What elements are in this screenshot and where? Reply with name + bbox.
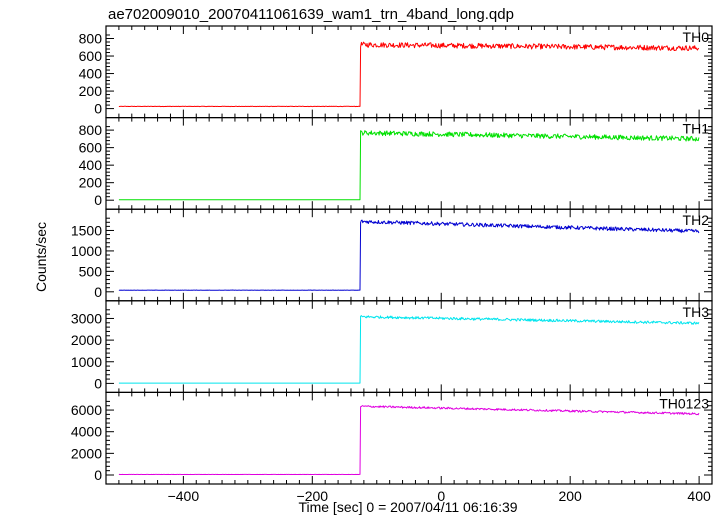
y-tick-label: 0 bbox=[94, 101, 102, 117]
panel-frame bbox=[105, 25, 713, 119]
y-tick-label: 200 bbox=[79, 83, 103, 99]
y-tick-label: 1000 bbox=[71, 354, 102, 370]
panels-group: TH00200400600800TH10200400600800TH205001… bbox=[71, 25, 713, 504]
y-tick-label: 600 bbox=[79, 48, 103, 64]
chart-title: ae702009010_20070411061639_wam1_trn_4ban… bbox=[108, 6, 514, 23]
panel-th2: TH2 0 500 1000 1500 bbox=[71, 208, 713, 302]
series-line-th3 bbox=[118, 315, 700, 384]
series-name-th1: TH1 bbox=[683, 121, 710, 137]
series-line-th0123 bbox=[118, 405, 700, 475]
series-name-th2: TH2 bbox=[683, 212, 710, 228]
series-line-th0 bbox=[118, 41, 700, 108]
panel-frame bbox=[105, 300, 713, 393]
y-tick-label: 1000 bbox=[71, 243, 102, 259]
y-tick-label: 600 bbox=[79, 140, 103, 156]
panel-th3: TH3 0 1000 2000 3000 bbox=[71, 300, 713, 393]
y-tick-label: 200 bbox=[79, 175, 103, 191]
panel-th0123: TH0123 0 2000 4000 6000 bbox=[71, 391, 713, 485]
series-name-th0123: TH0123 bbox=[659, 395, 709, 411]
x-axis-label: Time [sec] 0 = 2007/04/11 06:16:39 bbox=[298, 499, 517, 515]
x-tick-label: −200 bbox=[297, 488, 329, 504]
y-tick-label: 500 bbox=[79, 263, 103, 279]
y-tick-label: 2000 bbox=[71, 332, 102, 348]
x-tick-label: −400 bbox=[168, 488, 200, 504]
series-name-th0: TH0 bbox=[683, 29, 710, 45]
y-tick-label: 3000 bbox=[71, 310, 102, 326]
y-axis-label: Counts/sec bbox=[33, 222, 49, 292]
x-tick-label: 200 bbox=[558, 488, 582, 504]
y-tick-label: 0 bbox=[94, 375, 102, 391]
y-tick-label: 0 bbox=[94, 192, 102, 208]
series-line-th2 bbox=[118, 219, 700, 291]
y-tick-label: 0 bbox=[94, 467, 102, 483]
y-tick-label: 400 bbox=[79, 66, 103, 82]
x-tick-label: 0 bbox=[437, 488, 445, 504]
y-tick-label: 1500 bbox=[71, 222, 102, 238]
y-tick-label: 800 bbox=[79, 31, 103, 47]
series-line-th1 bbox=[118, 130, 700, 201]
y-tick-label: 4000 bbox=[71, 424, 102, 440]
x-tick-label: 400 bbox=[687, 488, 711, 504]
y-tick-label: 0 bbox=[94, 284, 102, 300]
y-tick-label: 2000 bbox=[71, 445, 102, 461]
series-name-th3: TH3 bbox=[683, 304, 710, 320]
y-tick-label: 800 bbox=[79, 122, 103, 138]
y-tick-label: 6000 bbox=[71, 402, 102, 418]
panel-frame bbox=[105, 391, 713, 485]
y-tick-label: 400 bbox=[79, 157, 103, 173]
